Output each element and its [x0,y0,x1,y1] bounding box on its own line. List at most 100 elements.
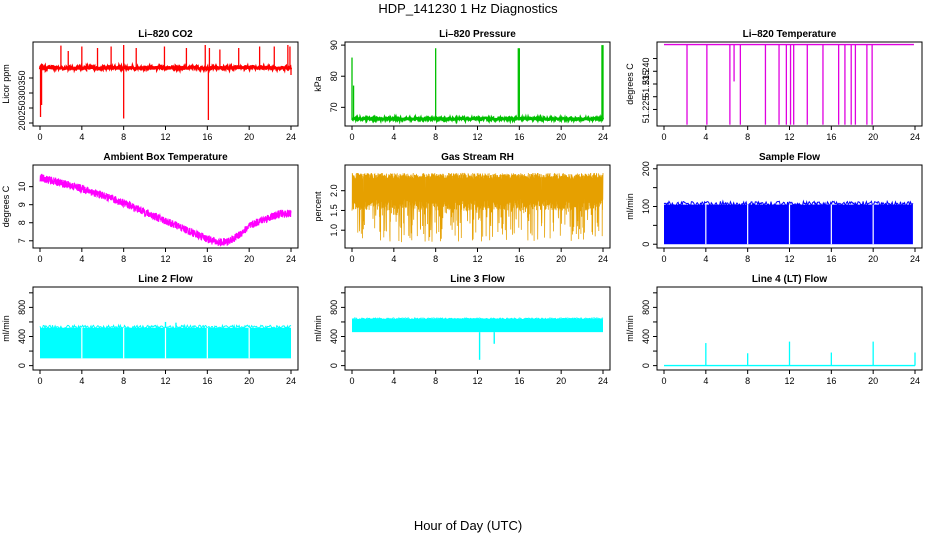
x-tick-label: 12 [472,376,482,386]
x-tick-label: 16 [826,376,836,386]
x-tick-label: 8 [121,376,126,386]
y-axis-label: degrees C [625,63,635,105]
x-tick-label: 12 [472,132,482,142]
y-axis-label: ml/min [1,315,11,342]
page-title: HDP_141230 1 Hz Diagnostics [378,1,558,16]
series-line [351,317,604,321]
panel-line2-flow: Line 2 Flow ml/min 0 4 8 12 16 20 24 0 400 800 [1,274,299,386]
plot-box [32,41,299,127]
y-tick-label: 70 [329,102,339,112]
y-axis-label: Licor ppm [1,64,11,104]
x-tick-label: 16 [202,376,212,386]
plot-box [32,164,299,249]
x-tick-label: 8 [121,132,126,142]
x-tick-label: 8 [745,376,750,386]
panel-pressure: Li–820 Pressure kPa 0 4 8 12 16 20 24 70 80 90 [313,29,611,142]
x-tick-label: 16 [826,132,836,142]
y-axis-label: ml/min [625,193,635,220]
panel-title: Line 2 Flow [138,274,193,285]
series-line [39,173,292,247]
x-tick-label: 0 [661,132,666,142]
y-tick-label: 2.0 [329,184,339,197]
x-tick-label: 16 [514,376,524,386]
panel-co2: Li–820 CO2 Licor ppm 0 4 8 12 16 20 24 2002503003… [1,29,299,142]
x-tick-label: 4 [391,132,396,142]
y-tick-label: 800 [641,300,651,315]
x-tick-label: 12 [784,254,794,264]
series-pressure [351,45,605,125]
x-tick-label: 20 [556,376,566,386]
y-tick-label: 1.0 [329,224,339,237]
x-tick-label: 0 [349,132,354,142]
series-sample-flow [663,199,914,245]
y-tick-label: 10 [17,182,27,192]
x-tick-label: 20 [868,132,878,142]
x-tick-label: 16 [826,254,836,264]
x-tick-label: 8 [745,254,750,264]
x-tick-label: 12 [784,376,794,386]
x-tick-label: 8 [433,254,438,264]
x-tick-label: 4 [79,376,84,386]
x-tick-label: 16 [202,254,212,264]
y-tick-label: 200 [17,115,27,130]
x-tick-label: 4 [703,254,708,264]
y-tick-label: 300 [17,85,27,100]
series-ambient-temp [39,173,292,247]
plot-box [656,41,923,127]
x-tick-label: 24 [598,132,608,142]
x-tick-label: 12 [472,254,482,264]
y-axis-label: kPa [313,76,323,92]
x-tick-label: 12 [160,254,170,264]
x-tick-label: 24 [910,254,920,264]
y-tick-label: 1.5 [329,204,339,217]
x-tick-label: 24 [910,132,920,142]
y-tick-label: 800 [329,300,339,315]
panel-licor-temp: Li–820 Temperature degrees C 0 4 8 12 16 20 24 51… [625,29,923,142]
y-tick-label: 400 [641,329,651,344]
y-tick-label: 0 [329,363,339,368]
panel-ambient-temp: Ambient Box Temperature degrees C 0 4 8 12 16 2… [1,152,299,264]
x-tick-label: 4 [703,376,708,386]
x-tick-label: 24 [910,376,920,386]
x-tick-label: 4 [79,254,84,264]
x-tick-label: 24 [286,254,296,264]
y-axis-label: ml/min [625,315,635,342]
x-tick-label: 0 [661,376,666,386]
x-tick-label: 0 [349,376,354,386]
y-tick-label: 80 [329,71,339,81]
x-tick-label: 0 [37,254,42,264]
x-tick-label: 8 [433,376,438,386]
x-tick-label: 4 [391,376,396,386]
panel-title: Line 4 (LT) Flow [752,274,828,285]
x-tick-label: 16 [514,132,524,142]
x-tick-label: 20 [556,132,566,142]
x-tick-label: 4 [703,132,708,142]
panel-line4-flow: Line 4 (LT) Flow ml/min 0 4 8 12 16 20 24 0 400 800 [625,274,923,386]
x-tick-label: 20 [244,376,254,386]
y-tick-label: 400 [17,329,27,344]
series-gas-rh [351,172,604,243]
y-tick-label: 0 [641,363,651,368]
y-tick-label: 0 [641,242,651,247]
y-tick-label: 200 [641,161,651,176]
panel-title: Li–820 Pressure [439,29,516,40]
x-tick-label: 12 [784,132,794,142]
series-co2 [38,45,293,120]
y-tick-label: 400 [329,329,339,344]
x-tick-label: 16 [514,254,524,264]
y-tick-label: 0 [17,363,27,368]
y-tick-label: 51.235 [641,70,651,98]
series-line3-flow [351,317,604,360]
x-tick-label: 12 [160,376,170,386]
y-axis-label: degrees C [1,185,11,227]
y-tick-label: 100 [641,199,651,214]
y-tick-label: 51.225 [641,96,651,124]
series-line [663,199,914,208]
x-tick-label: 24 [598,376,608,386]
y-tick-label: 7 [17,238,27,243]
series-licor-temp [664,43,914,125]
x-tick-label: 8 [745,132,750,142]
x-tick-label: 20 [868,376,878,386]
panel-title: Sample Flow [759,152,820,163]
